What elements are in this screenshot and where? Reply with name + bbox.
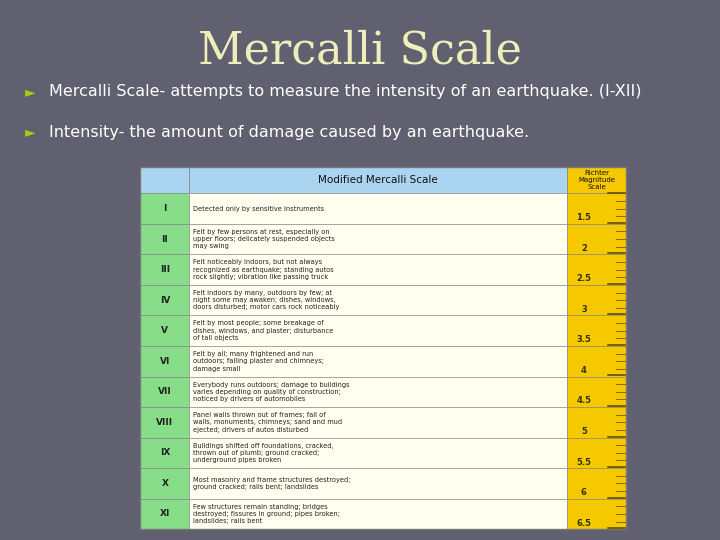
Text: III: III <box>160 265 170 274</box>
Text: Felt by all; many frightened and run
outdoors; falling plaster and chimneys;
dam: Felt by all; many frightened and run out… <box>193 351 324 372</box>
Text: 2.5: 2.5 <box>577 274 591 284</box>
Text: VI: VI <box>160 357 170 366</box>
Text: I: I <box>163 204 166 213</box>
Text: V: V <box>161 326 168 335</box>
Text: Felt by few persons at rest, especially on
upper floors; delicately suspended ob: Felt by few persons at rest, especially … <box>193 229 335 249</box>
Text: XI: XI <box>160 509 170 518</box>
Text: 6.5: 6.5 <box>577 518 591 528</box>
Text: 6: 6 <box>581 488 587 497</box>
Text: ►: ► <box>25 85 36 99</box>
Text: Buildings shifted off foundations, cracked,
thrown out of plumb; ground cracked;: Buildings shifted off foundations, crack… <box>193 443 333 463</box>
Text: 4.5: 4.5 <box>577 396 591 406</box>
Text: Felt noticeably indoors, but not always
recognized as earthquake; standing autos: Felt noticeably indoors, but not always … <box>193 259 333 280</box>
Text: Intensity- the amount of damage caused by an earthquake.: Intensity- the amount of damage caused b… <box>49 125 529 140</box>
Text: Everybody runs outdoors; damage to buildings
varies depending on quality of cons: Everybody runs outdoors; damage to build… <box>193 382 350 402</box>
Text: Detected only by sensitive instruments: Detected only by sensitive instruments <box>193 206 324 212</box>
Text: 3: 3 <box>581 305 587 314</box>
Text: ►: ► <box>25 125 36 139</box>
Text: II: II <box>161 234 168 244</box>
Text: IV: IV <box>160 296 170 305</box>
Text: Richter
Magnitude
Scale: Richter Magnitude Scale <box>578 170 616 191</box>
Text: Felt indoors by many, outdoors by few; at
night some may awaken; dishes, windows: Felt indoors by many, outdoors by few; a… <box>193 290 339 310</box>
Text: Few structures remain standing; bridges
destroyed; fissures in ground; pipes bro: Few structures remain standing; bridges … <box>193 504 340 524</box>
Text: Panel walls thrown out of frames; fall of
walls, monuments, chimneys; sand and m: Panel walls thrown out of frames; fall o… <box>193 412 342 433</box>
Text: 5.5: 5.5 <box>577 457 591 467</box>
Text: X: X <box>161 479 168 488</box>
Text: Mercalli Scale: Mercalli Scale <box>198 30 522 73</box>
Text: 3.5: 3.5 <box>577 335 591 345</box>
Text: 5: 5 <box>581 427 587 436</box>
Text: 1.5: 1.5 <box>577 213 591 222</box>
Text: Felt by most people; some breakage of
dishes, windows, and plaster; disturbance
: Felt by most people; some breakage of di… <box>193 320 333 341</box>
Text: Mercalli Scale- attempts to measure the intensity of an earthquake. (I-XII): Mercalli Scale- attempts to measure the … <box>49 84 642 99</box>
Text: Modified Mercalli Scale: Modified Mercalli Scale <box>318 176 438 185</box>
Text: 4: 4 <box>581 366 587 375</box>
Text: VIII: VIII <box>156 418 174 427</box>
Text: Most masonry and frame structures destroyed;
ground cracked; rails bent; landsli: Most masonry and frame structures destro… <box>193 477 351 490</box>
Text: 2: 2 <box>581 244 587 253</box>
Text: VII: VII <box>158 387 172 396</box>
Text: IX: IX <box>160 448 170 457</box>
